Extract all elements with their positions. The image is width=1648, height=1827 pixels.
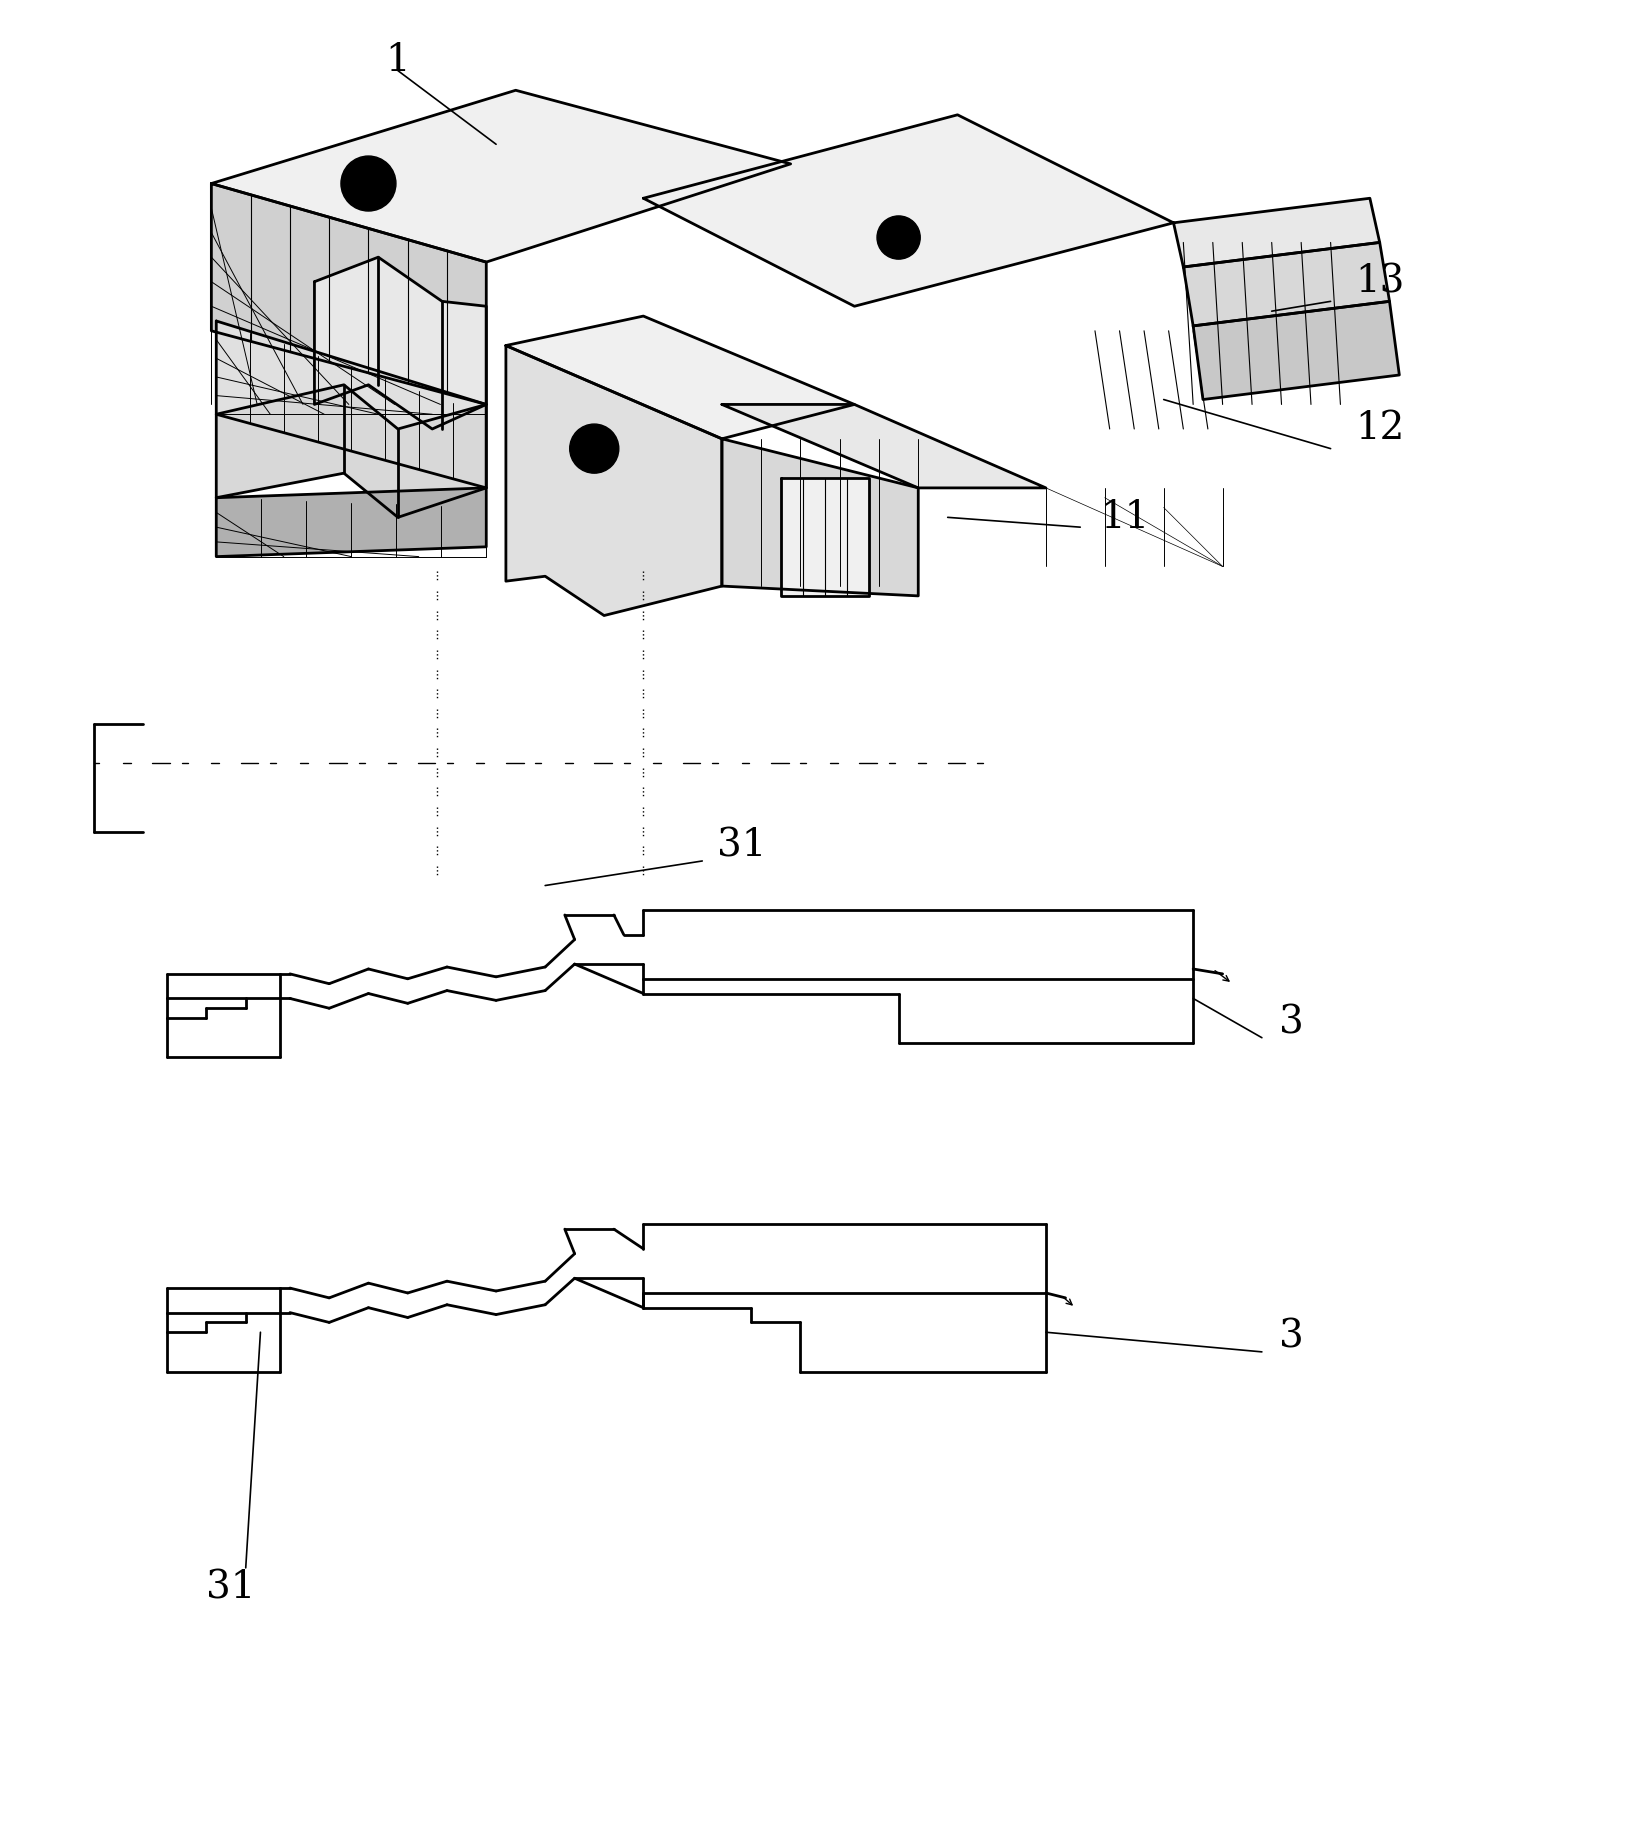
Polygon shape (1183, 243, 1389, 325)
Polygon shape (216, 488, 486, 557)
Polygon shape (781, 479, 868, 596)
Polygon shape (1173, 199, 1379, 267)
Polygon shape (506, 316, 854, 438)
Polygon shape (643, 115, 1173, 307)
Polygon shape (722, 438, 918, 596)
Polygon shape (216, 385, 486, 517)
Text: 12: 12 (1355, 411, 1404, 448)
Text: 31: 31 (206, 1569, 255, 1606)
Polygon shape (211, 90, 791, 261)
Polygon shape (315, 258, 486, 429)
Text: 31: 31 (717, 828, 766, 864)
Text: 3: 3 (1279, 1319, 1304, 1356)
Polygon shape (1193, 301, 1399, 400)
Polygon shape (506, 345, 722, 616)
Polygon shape (211, 183, 486, 404)
Circle shape (877, 216, 920, 259)
Text: 13: 13 (1355, 263, 1404, 300)
Polygon shape (216, 322, 486, 488)
Circle shape (341, 155, 396, 212)
Polygon shape (722, 404, 1046, 488)
Text: 1: 1 (386, 42, 410, 79)
Text: 11: 11 (1099, 499, 1149, 535)
Circle shape (570, 424, 618, 473)
Text: 3: 3 (1279, 1005, 1304, 1041)
